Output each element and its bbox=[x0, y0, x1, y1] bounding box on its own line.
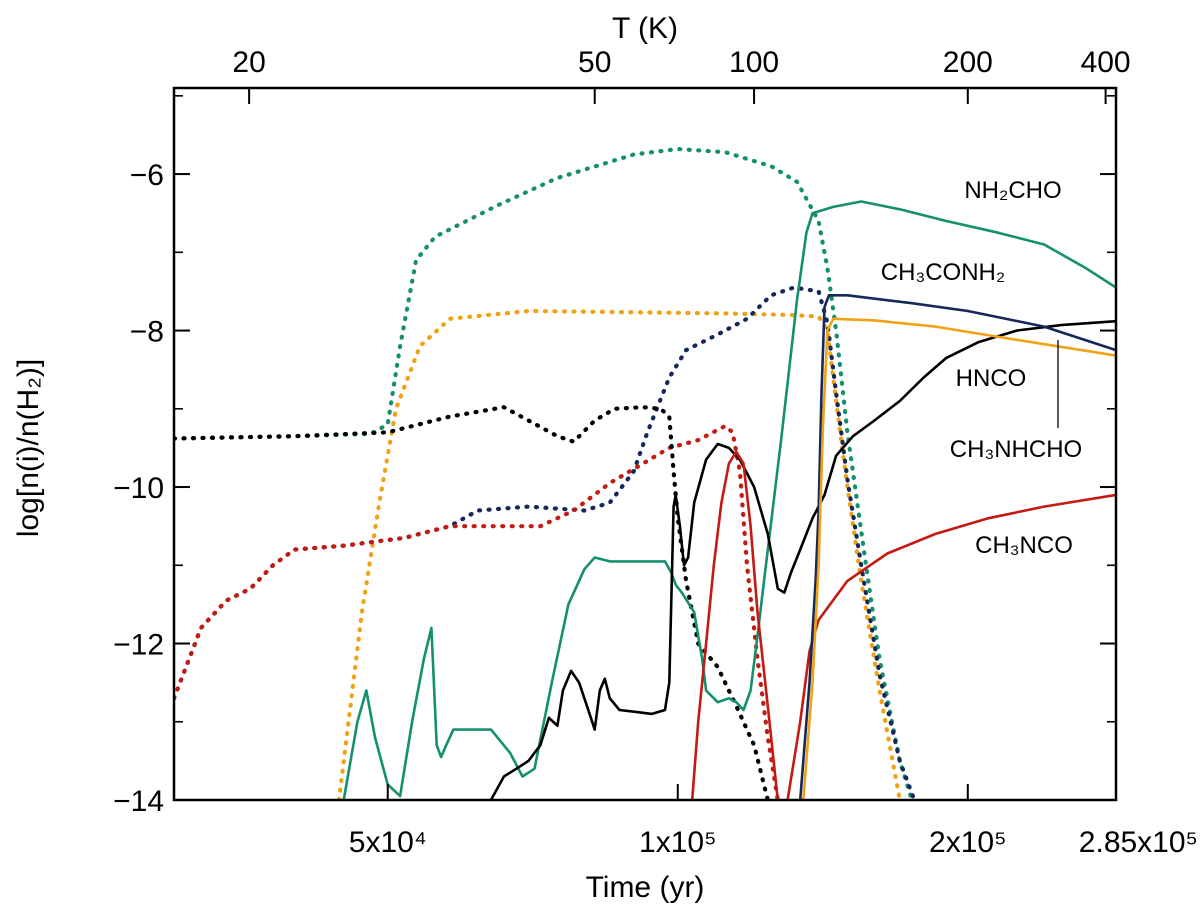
label-ch3nhcho: CH₃NHCHO bbox=[950, 436, 1082, 463]
x-tick-label: 2.85x10⁵ bbox=[1079, 826, 1198, 859]
y-tick-label: −6 bbox=[130, 159, 164, 192]
top-tick-label: 50 bbox=[578, 46, 611, 79]
label-ch3nco: CH₃NCO bbox=[975, 532, 1073, 559]
y-tick-label: −10 bbox=[113, 472, 164, 505]
label-nh2cho: NH₂CHO bbox=[964, 177, 1061, 204]
top-axis-title: T (K) bbox=[612, 12, 678, 45]
x-tick-label: 2x10⁵ bbox=[929, 826, 1007, 859]
series-line-9-red-solid bbox=[786, 493, 1116, 800]
y-tick-label: −12 bbox=[113, 629, 164, 662]
top-tick-label: 100 bbox=[729, 46, 779, 79]
y-tick-label: −14 bbox=[113, 785, 164, 818]
ticks-layer bbox=[174, 88, 1117, 801]
plot-frame bbox=[172, 86, 1118, 802]
y-axis-title: log[n(i)/n(H₂)] bbox=[12, 359, 45, 537]
series-line-4-red-dotted bbox=[174, 423, 780, 800]
series-line-5-black-dotted bbox=[174, 405, 770, 800]
x-axis-title: Time (yr) bbox=[586, 871, 705, 904]
series-line-8-red-solid bbox=[690, 450, 780, 800]
label-hnco: HNCO bbox=[956, 365, 1027, 392]
top-tick-label: 20 bbox=[232, 46, 265, 79]
y-tick-label: −8 bbox=[130, 316, 164, 349]
labels-layer: −6 −8 −10 −12 −14 5x10⁴ 1x10⁵ 2x10⁵ 2.85x10⁵ 20 50… bbox=[113, 46, 1198, 859]
series-line-7-black-solid bbox=[489, 319, 1116, 800]
top-tick-label: 400 bbox=[1081, 46, 1131, 79]
series-layer bbox=[174, 146, 1116, 800]
top-tick-label: 200 bbox=[943, 46, 993, 79]
series-line-1-teal-dotted bbox=[174, 146, 915, 800]
label-ch3conh2: CH₃CONH₂ bbox=[881, 259, 1005, 286]
x-tick-label: 5x10⁴ bbox=[349, 826, 427, 859]
x-tick-label: 1x10⁵ bbox=[639, 826, 717, 859]
series-line-6-teal-solid bbox=[342, 200, 1116, 800]
series-line-10-navy-solid bbox=[798, 293, 1116, 800]
series-line-11-orange-solid bbox=[801, 317, 1116, 800]
